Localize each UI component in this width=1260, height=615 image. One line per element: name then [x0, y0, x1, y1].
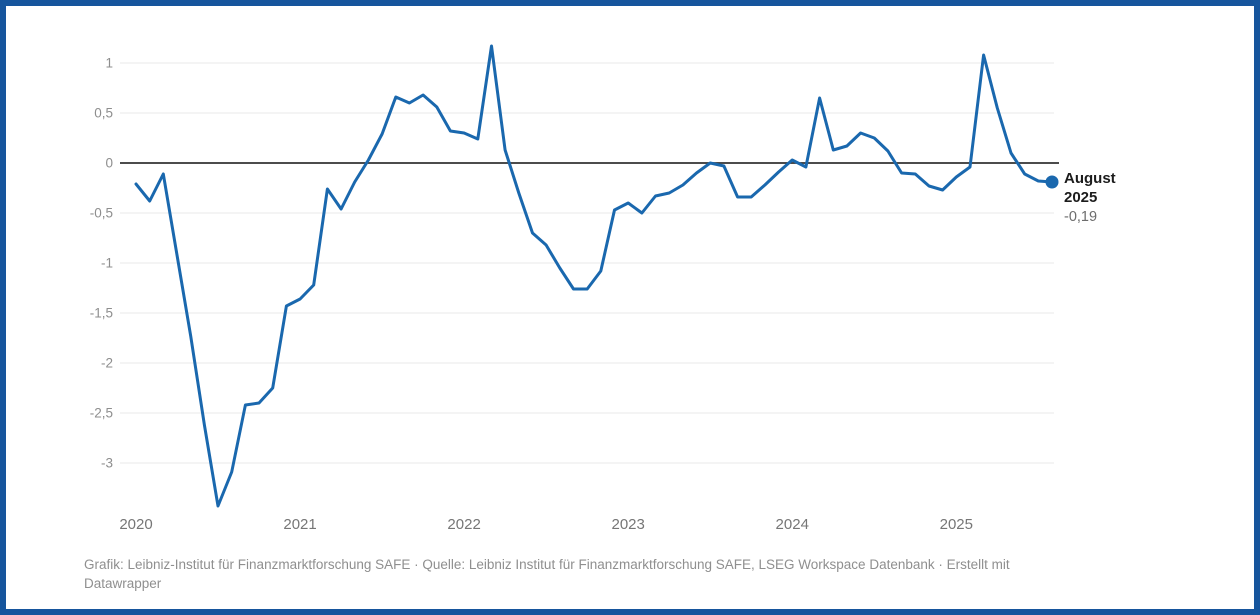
y-tick-label: -3: [101, 456, 113, 471]
attribution: Grafik: Leibniz-Institut für Finanzmarkt…: [84, 555, 1084, 593]
y-tick-label: -2: [101, 356, 113, 371]
y-tick-label: 0: [105, 156, 113, 171]
x-tick-label: 2021: [283, 516, 316, 533]
x-tick-label: 2025: [940, 516, 973, 533]
x-tick-label: 2024: [776, 516, 809, 533]
y-tick-label: -1,5: [90, 306, 113, 321]
y-tick-label: -2,5: [90, 406, 113, 421]
y-tick-label: -0,5: [90, 206, 113, 221]
annotation-month: August: [1064, 170, 1116, 187]
attribution-line1: Grafik: Leibniz-Institut für Finanzmarkt…: [84, 557, 1010, 572]
annotation-value: -0,19: [1064, 209, 1098, 225]
x-tick-label: 2023: [611, 516, 644, 533]
y-tick-label: 1: [105, 56, 113, 71]
series-line: [134, 44, 1054, 508]
line-chart: 1 0,5 0 -0,5 -1 -1,5 -2 -2,5 -3 2020 2021 2022 2023 2…: [90, 44, 1059, 533]
annotation-year: 2025: [1064, 189, 1098, 206]
x-tick-label: 2020: [119, 516, 152, 533]
end-annotation: August 2025 -0,19: [1064, 169, 1116, 227]
attribution-line2: Datawrapper: [84, 576, 162, 591]
end-point-marker: [1045, 175, 1059, 189]
x-tick-label: 2022: [447, 516, 480, 533]
y-tick-label: -1: [101, 256, 113, 271]
y-tick-label: 0,5: [94, 106, 113, 121]
